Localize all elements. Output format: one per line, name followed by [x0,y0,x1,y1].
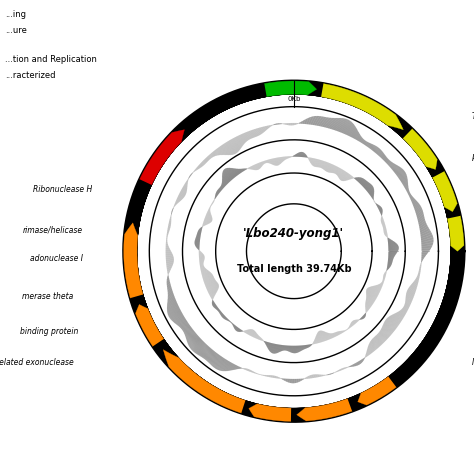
Text: Murein h: Murein h [472,358,474,367]
Polygon shape [130,285,170,356]
Polygon shape [403,129,437,170]
Polygon shape [124,81,464,420]
Polygon shape [169,356,235,409]
Polygon shape [432,171,457,212]
Polygon shape [441,193,461,226]
Polygon shape [249,404,291,421]
Polygon shape [167,122,193,146]
Polygon shape [124,81,464,419]
Polygon shape [297,399,352,421]
Polygon shape [436,297,456,328]
Polygon shape [365,376,396,401]
Polygon shape [427,161,450,192]
Polygon shape [285,81,317,95]
Text: 0Kb: 0Kb [287,96,301,102]
Polygon shape [124,81,464,418]
Polygon shape [319,83,350,101]
Polygon shape [419,327,443,356]
Text: Terminase large sub: Terminase large sub [472,112,474,120]
Polygon shape [124,86,464,421]
Text: related exonuclease: related exonuclease [0,358,73,367]
Polygon shape [238,401,309,421]
Polygon shape [264,81,317,97]
Text: rimase/helicase: rimase/helicase [23,226,83,234]
Text: ...ing: ...ing [5,10,26,18]
Polygon shape [450,230,464,263]
Polygon shape [353,93,383,116]
Text: ...racterized: ...racterized [5,72,55,80]
Polygon shape [382,110,410,136]
Text: 'Lbo240-yong1': 'Lbo240-yong1' [243,227,345,240]
Text: ...ure: ...ure [5,27,27,35]
Text: Ribonuclease H: Ribonuclease H [33,185,92,194]
Text: adonuclease I: adonuclease I [30,254,83,263]
Text: ...tion and Replication: ...tion and Replication [5,55,97,64]
Text: binding protein: binding protein [20,328,78,336]
Polygon shape [124,81,464,419]
Polygon shape [447,265,464,296]
Polygon shape [219,90,249,110]
Polygon shape [124,223,143,298]
Text: merase theta: merase theta [22,292,73,301]
Polygon shape [394,354,422,380]
Polygon shape [163,350,246,413]
Polygon shape [191,103,219,126]
Polygon shape [124,82,464,421]
Polygon shape [136,304,164,346]
Polygon shape [407,133,432,162]
Text: Portal pr: Portal pr [472,155,474,163]
Polygon shape [124,87,464,421]
Text: Total length 39.74Kb: Total length 39.74Kb [237,264,351,274]
Polygon shape [321,83,403,130]
Polygon shape [358,376,396,405]
Polygon shape [300,404,332,421]
Polygon shape [140,130,184,185]
Polygon shape [333,393,366,414]
Polygon shape [447,216,464,251]
Polygon shape [250,82,280,100]
